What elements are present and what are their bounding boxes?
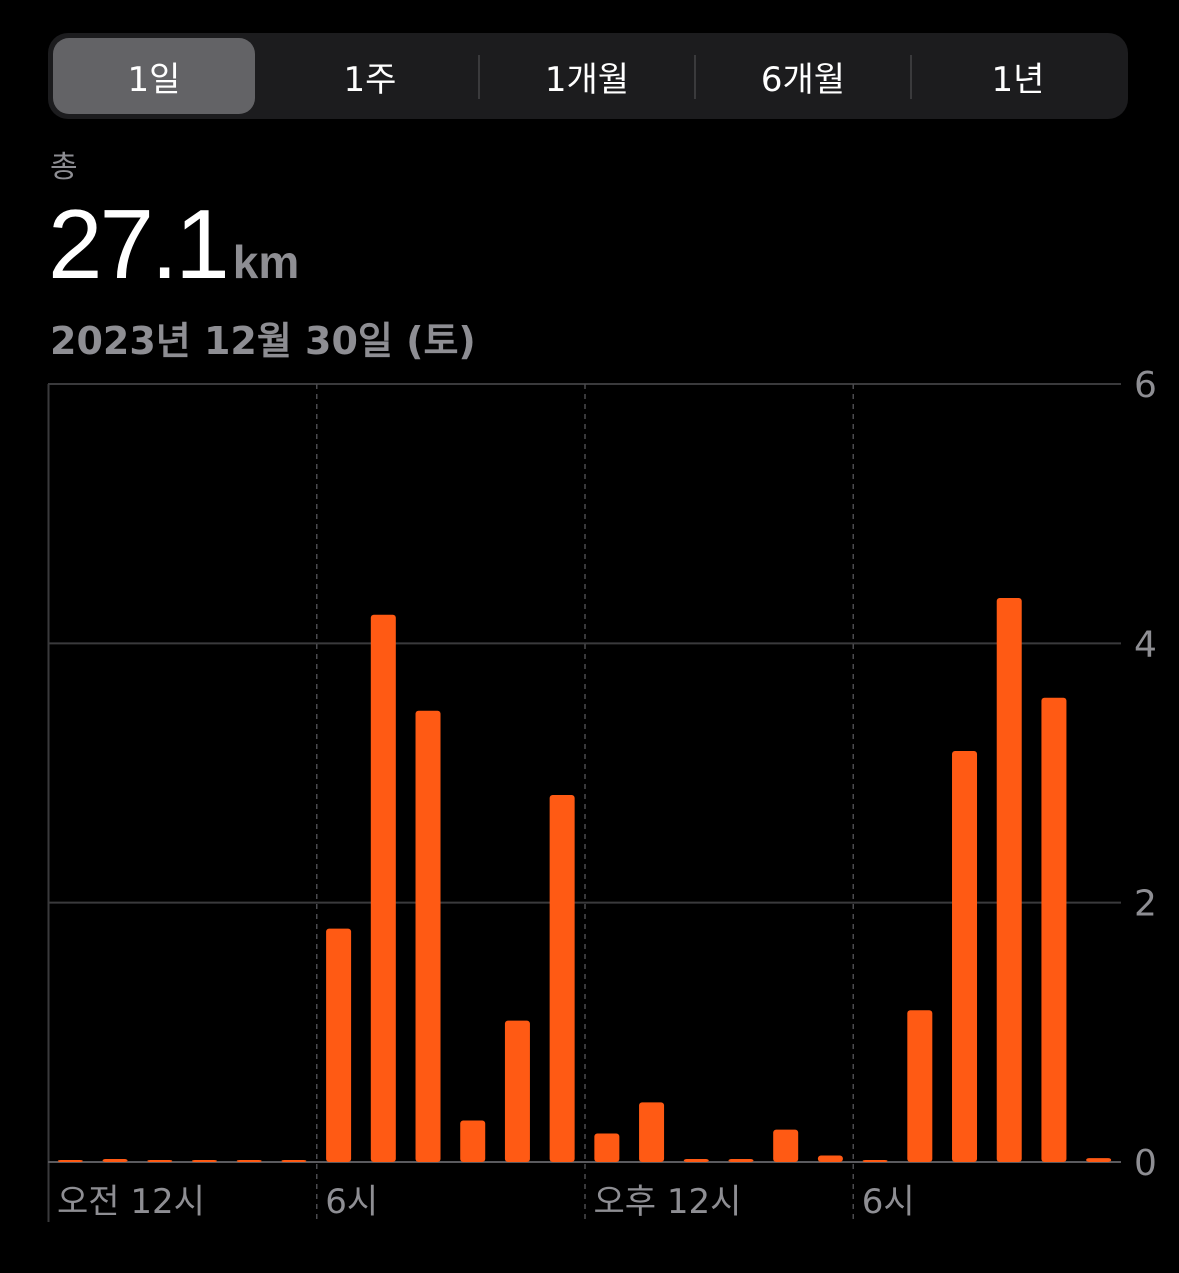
y-tick-label: 6 [1134, 365, 1157, 406]
bar [504, 1020, 530, 1162]
bar [639, 1102, 665, 1162]
bar [281, 1160, 307, 1162]
bar [1086, 1158, 1112, 1162]
bar [236, 1160, 262, 1162]
bar [594, 1133, 620, 1162]
tab-6-months[interactable]: 6개월 [760, 59, 846, 100]
total-distance-unit: km [232, 236, 300, 288]
tab-divider [694, 55, 696, 99]
bar [415, 710, 441, 1162]
bar [147, 1160, 173, 1162]
bar [862, 1160, 888, 1162]
bar [191, 1160, 217, 1162]
bar [773, 1129, 799, 1162]
bar [326, 928, 352, 1162]
y-tick-label: 0 [1134, 1143, 1157, 1184]
bar [952, 750, 978, 1162]
y-tick-label: 2 [1134, 884, 1157, 925]
bar [57, 1160, 83, 1162]
y-tick-label: 4 [1134, 624, 1157, 665]
bar [728, 1159, 754, 1162]
bar [907, 1010, 933, 1162]
bar [370, 614, 396, 1162]
tab-1-week[interactable]: 1주 [343, 59, 397, 100]
total-distance: 27.1 km [48, 188, 299, 301]
x-tick-label: 6시 [325, 1182, 378, 1222]
bar [996, 597, 1022, 1162]
bar [460, 1120, 486, 1162]
bar [683, 1159, 709, 1162]
total-distance-value: 27.1 [48, 189, 230, 299]
date-label: 2023년 12월 30일 (토) [50, 319, 476, 363]
x-tick-label: 6시 [862, 1182, 915, 1222]
bar [817, 1155, 843, 1162]
x-tick-label: 오후 12시 [594, 1182, 742, 1222]
x-tick-label: 오전 12시 [57, 1182, 205, 1222]
total-label: 총 [50, 150, 78, 185]
tab-divider [910, 55, 912, 99]
time-range-selector: 1일 1주 1개월 6개월 1년 [48, 33, 1128, 119]
tab-1-day[interactable]: 1일 [53, 38, 255, 114]
tab-1-month[interactable]: 1개월 [544, 59, 630, 100]
bar [1041, 697, 1067, 1162]
bar [102, 1159, 128, 1162]
bar [549, 795, 575, 1162]
tab-divider [478, 55, 480, 99]
tab-1-year[interactable]: 1년 [991, 59, 1045, 100]
